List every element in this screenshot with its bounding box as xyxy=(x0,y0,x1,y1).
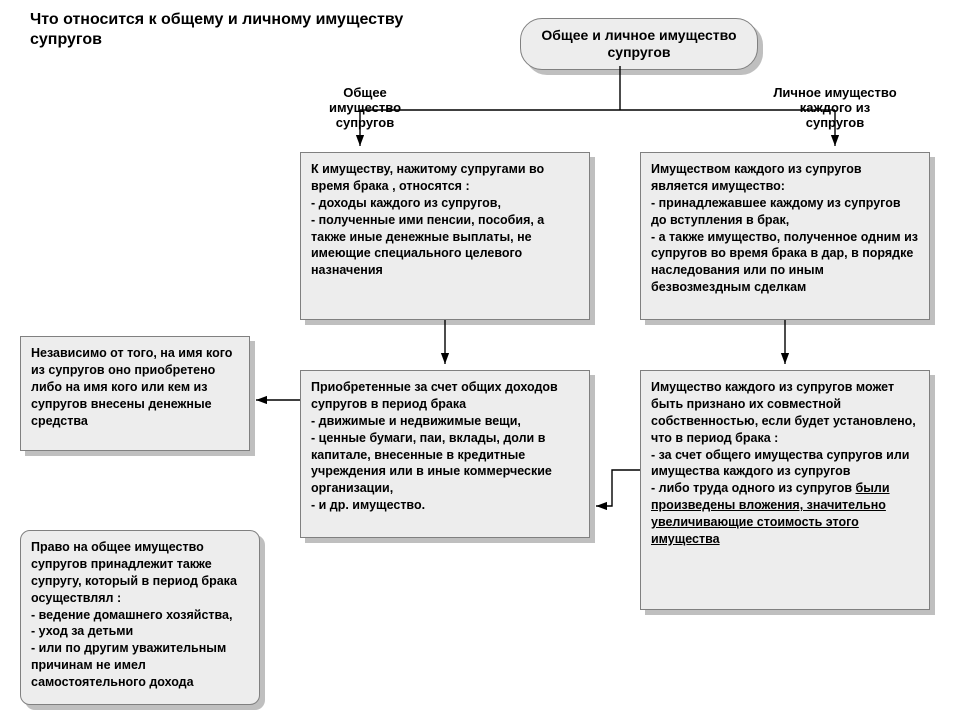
box-right-to-common: Право на общее имущество супругов принад… xyxy=(20,530,260,705)
box-may-become-common: Имущество каждого из супругов может быть… xyxy=(640,370,930,610)
box-common-acquired: Приобретенные за счет общих доходов супр… xyxy=(300,370,590,538)
box4-plain: Имущество каждого из супругов может быть… xyxy=(651,380,916,495)
box-personal-property: Имуществом каждого из супругов является … xyxy=(640,152,930,320)
label-personal: Личное имуществокаждого изсупругов xyxy=(750,86,920,131)
box-regardless-name: Независимо от того, на имя кого из супру… xyxy=(20,336,250,451)
root-node: Общее и личное имущество супругов xyxy=(520,18,758,70)
edge-b4-b2 xyxy=(596,470,640,506)
label-common: Общееимуществосупругов xyxy=(305,86,425,131)
box-common-income: К имуществу, нажитому супругами во время… xyxy=(300,152,590,320)
diagram-canvas: Что относится к общему и личному имущест… xyxy=(0,0,960,720)
page-title: Что относится к общему и личному имущест… xyxy=(30,10,430,50)
